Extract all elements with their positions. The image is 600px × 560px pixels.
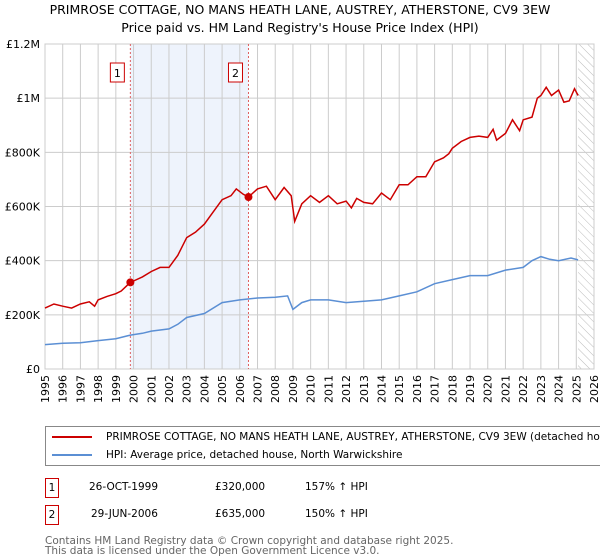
plot-area: 1995 1996 1997 1998 1999 2000 2001 2002 2003 2004… — [5, 38, 600, 403]
sale-price: £635,000 — [215, 508, 266, 520]
y-tick-label: £200K — [5, 309, 41, 322]
x-tick-label: 1998 — [92, 375, 105, 403]
x-tick-label: 2016 — [411, 375, 424, 403]
sale-price: £320,000 — [215, 481, 266, 493]
x-tick-label: 2012 — [340, 375, 353, 403]
x-tick-label: 2009 — [287, 375, 300, 403]
legend-item-property: PRIMROSE COTTAGE, NO MANS HEATH LANE, AU… — [52, 431, 600, 443]
x-tick-label: 2013 — [358, 375, 371, 403]
sale-point — [244, 193, 253, 202]
x-tick-label: 2018 — [446, 375, 459, 403]
legend-label-hpi: HPI: Average price, detached house, Nort… — [106, 449, 403, 461]
legend-swatch-red — [52, 436, 92, 438]
x-tick-label: 2007 — [252, 375, 265, 403]
sale-label: 1 — [114, 67, 121, 80]
x-tick-label: 2008 — [269, 375, 282, 403]
legend: PRIMROSE COTTAGE, NO MANS HEATH LANE, AU… — [45, 426, 600, 466]
y-tick-label: £600K — [5, 201, 41, 214]
x-tick-label: 2025 — [570, 375, 583, 403]
x-tick-label: 2023 — [535, 375, 548, 403]
x-tick-label: 2014 — [375, 375, 388, 403]
x-tick-label: 2004 — [198, 375, 211, 403]
legend-label-property: PRIMROSE COTTAGE, NO MANS HEATH LANE, AU… — [106, 431, 600, 443]
x-tick-label: 2015 — [393, 375, 406, 403]
sale-label: 2 — [232, 67, 239, 80]
legend-item-hpi: HPI: Average price, detached house, Nort… — [52, 449, 402, 461]
sale-hpi: 157% ↑ HPI — [305, 481, 368, 493]
hpi-line — [44, 255, 579, 346]
x-tick-label: 2020 — [482, 375, 495, 403]
sale-date: 29-JUN-2006 — [91, 508, 158, 520]
x-tick-label: 2017 — [429, 375, 442, 403]
sale-marker-1: 1 — [45, 478, 59, 498]
y-tick-label: £400K — [5, 255, 41, 268]
footer-licence: This data is licensed under the Open Gov… — [45, 545, 380, 557]
y-tick-label: £0 — [26, 363, 40, 376]
sale-label-box — [109, 62, 125, 83]
x-tick-label: 2006 — [234, 375, 247, 403]
x-tick-label: 2022 — [517, 375, 530, 403]
x-tick-label: 2000 — [128, 375, 141, 403]
chart-subtitle: Price paid vs. HM Land Registry's House … — [121, 20, 479, 35]
x-tick-label: 2021 — [499, 375, 512, 403]
y-tick-label: £1.2M — [6, 38, 40, 51]
legend-swatch-blue — [52, 454, 92, 456]
x-tick-label: 2024 — [553, 375, 566, 403]
x-tick-label: 2011 — [322, 375, 335, 403]
plot-border — [44, 43, 595, 370]
footer-copyright: Contains HM Land Registry data © Crown c… — [45, 535, 454, 547]
x-tick-label: 2001 — [145, 375, 158, 403]
y-tick-label: £1M — [17, 92, 41, 105]
sale-date: 26-OCT-1999 — [89, 481, 158, 493]
x-tick-label: 2019 — [464, 375, 477, 403]
x-tick-label: 1997 — [74, 375, 87, 403]
x-tick-label: 1995 — [39, 375, 52, 403]
sale-point — [126, 278, 135, 287]
x-tick-label: 1996 — [57, 375, 70, 403]
x-tick-label: 2003 — [181, 375, 194, 403]
sale-marker-2: 2 — [45, 505, 59, 525]
property-price-line — [44, 85, 579, 309]
x-tick-label: 2026 — [588, 375, 600, 403]
sale-label-box — [227, 62, 243, 83]
x-tick-label: 2002 — [163, 375, 176, 403]
x-tick-label: 1999 — [110, 375, 123, 403]
x-tick-label: 2005 — [216, 375, 229, 403]
chart-title: PRIMROSE COTTAGE, NO MANS HEATH LANE, AU… — [49, 2, 551, 17]
x-tick-label: 2010 — [305, 375, 318, 403]
sale-hpi: 150% ↑ HPI — [305, 508, 368, 520]
y-tick-label: £800K — [5, 146, 41, 159]
